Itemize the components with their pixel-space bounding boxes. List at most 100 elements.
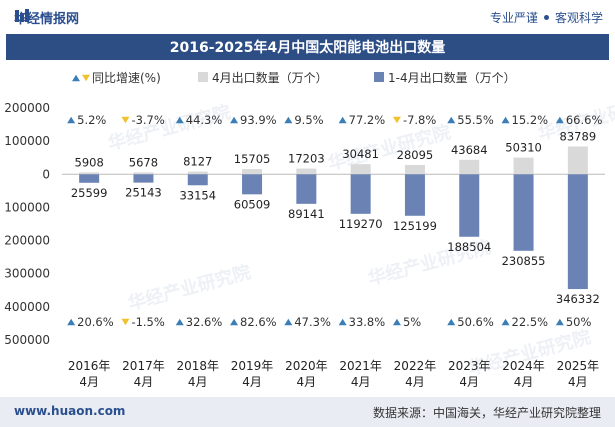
- footer-website: www.huaon.com: [14, 404, 126, 418]
- y-tick-label: 100000: [4, 200, 50, 214]
- x-tick-label-year: 2022年: [394, 359, 437, 373]
- bar-cumulative: [296, 174, 317, 204]
- bar-monthly: [459, 159, 480, 175]
- x-tick-label-year: 2023年: [448, 359, 491, 373]
- yoy-top-down-arrow-icon: [121, 116, 130, 124]
- yoy-top-label: 77.2%: [349, 113, 386, 127]
- tagline-dot-icon: [543, 15, 549, 20]
- yoy-bottom-up-arrow-icon: [392, 318, 401, 326]
- yoy-bottom-label: 47.3%: [294, 315, 331, 329]
- data-label-cumulative: 119270: [339, 217, 383, 231]
- bar-monthly: [133, 172, 154, 175]
- data-label-monthly: 30481: [342, 147, 379, 161]
- brand-tagline: 专业严谨 客观科学: [490, 9, 603, 26]
- bar-monthly: [350, 164, 371, 175]
- data-label-monthly: 50310: [505, 141, 542, 155]
- x-tick-label-month: 4月: [297, 375, 317, 389]
- watermark-text: 华经产业研究院: [106, 101, 233, 155]
- brand-bar: 华经情报网 专业严谨 客观科学: [0, 0, 615, 34]
- data-label-cumulative: 346332: [556, 292, 600, 306]
- x-tick-label-year: 2020年: [285, 359, 328, 373]
- chart-title: 2016-2025年4月中国太阳能电池出口数量: [169, 40, 446, 56]
- yoy-top-up-arrow-icon: [67, 116, 76, 124]
- legend-monthly-swatch: [198, 72, 208, 82]
- yoy-top-label: 93.9%: [240, 113, 277, 127]
- yoy-top-up-arrow-icon: [555, 116, 564, 124]
- yoy-bottom-up-arrow-icon: [175, 318, 184, 326]
- yoy-top-label: 55.5%: [457, 113, 494, 127]
- yoy-bottom-label: 82.6%: [240, 315, 277, 329]
- yoy-bottom-label: -1.5%: [131, 315, 164, 329]
- yoy-top-up-arrow-icon: [284, 116, 293, 124]
- legend-cumulative-label: 1-4月出口数量（万个）: [388, 70, 516, 85]
- bar-monthly: [567, 146, 588, 175]
- x-tick-label-month: 4月: [514, 375, 534, 389]
- x-tick-label-year: 2016年: [68, 359, 111, 373]
- data-label-monthly: 43684: [451, 143, 488, 157]
- y-tick-label: 0: [42, 167, 50, 181]
- bar-cumulative: [242, 174, 263, 195]
- yoy-top-down-arrow-icon: [392, 116, 401, 124]
- tagline-left: 专业严谨: [489, 11, 538, 25]
- data-label-monthly: 83789: [560, 130, 597, 144]
- data-label-monthly: 5678: [129, 155, 158, 169]
- tagline-right: 客观科学: [554, 11, 603, 25]
- data-label-cumulative: 125199: [393, 219, 437, 233]
- yoy-bottom-label: 33.8%: [349, 315, 386, 329]
- yoy-bottom-label: 20.6%: [77, 315, 114, 329]
- bar-cumulative: [79, 174, 100, 183]
- yoy-bottom-up-arrow-icon: [338, 318, 347, 326]
- data-label-cumulative: 188504: [447, 240, 491, 254]
- bar-cumulative: [350, 174, 371, 214]
- data-label-cumulative: 25143: [125, 186, 162, 200]
- yoy-top-label: -3.7%: [131, 113, 164, 127]
- data-label-monthly: 5908: [75, 155, 104, 169]
- yoy-top-label: 44.3%: [186, 113, 223, 127]
- bar-monthly: [296, 168, 317, 175]
- data-label-monthly: 8127: [183, 155, 212, 169]
- y-tick-label: 300000: [4, 267, 50, 281]
- yoy-bottom-label: 22.5%: [512, 315, 549, 329]
- bar-cumulative: [404, 174, 425, 216]
- data-label-monthly: 15705: [234, 152, 271, 166]
- yoy-top-up-arrow-icon: [501, 116, 510, 124]
- yoy-top-label: 9.5%: [294, 113, 323, 127]
- data-label-monthly: 28095: [397, 148, 434, 162]
- data-label-monthly: 17203: [288, 152, 325, 166]
- legend-yoy-label: 同比增速(%): [92, 71, 161, 85]
- huajing-logo-icon: [15, 9, 29, 22]
- brand-left: 华经情报网: [14, 8, 79, 27]
- x-tick-label-month: 4月: [242, 375, 262, 389]
- y-tick-label: 100000: [4, 134, 50, 148]
- yoy-bottom-label: 5%: [403, 315, 421, 329]
- x-tick-label-month: 4月: [568, 375, 588, 389]
- yoy-bottom-down-arrow-icon: [121, 318, 130, 326]
- yoy-bottom-label: 50%: [566, 315, 592, 329]
- yoy-top-label: 15.2%: [512, 113, 549, 127]
- bar-monthly: [242, 169, 263, 175]
- y-tick-label: 500000: [4, 333, 50, 347]
- x-tick-label-year: 2018年: [176, 359, 219, 373]
- yoy-top-up-arrow-icon: [447, 116, 456, 124]
- legend-up-arrow-icon: [72, 74, 80, 82]
- brand-name: 华经情报网: [14, 12, 80, 27]
- yoy-bottom-up-arrow-icon: [501, 318, 510, 326]
- chart-svg: 同比增速(%) 4月出口数量（万个） 1-4月出口数量（万个） 200000 10000…: [4, 70, 615, 389]
- footer: www.huaon.com 数据来源：中国海关，华经产业研究院整理: [0, 397, 615, 427]
- bar-cumulative: [133, 174, 154, 183]
- yoy-top-up-arrow-icon: [338, 116, 347, 124]
- yoy-top-up-arrow-icon: [175, 116, 184, 124]
- yoy-bottom-up-arrow-icon: [447, 318, 456, 326]
- y-tick-label: 400000: [4, 300, 50, 314]
- title-bar: 2016-2025年4月中国太阳能电池出口数量: [6, 34, 609, 60]
- data-label-cumulative: 33154: [179, 188, 216, 202]
- y-tick-label: 200000: [4, 101, 50, 115]
- bar-monthly: [513, 157, 534, 175]
- legend-cumulative-swatch: [374, 72, 384, 82]
- x-tick-label-year: 2019年: [231, 359, 274, 373]
- yoy-bottom-up-arrow-icon: [67, 318, 76, 326]
- x-tick-label-year: 2024年: [502, 359, 545, 373]
- yoy-bottom-label: 50.6%: [457, 315, 494, 329]
- bar-monthly: [404, 164, 425, 175]
- x-tick-label-year: 2025年: [557, 359, 600, 373]
